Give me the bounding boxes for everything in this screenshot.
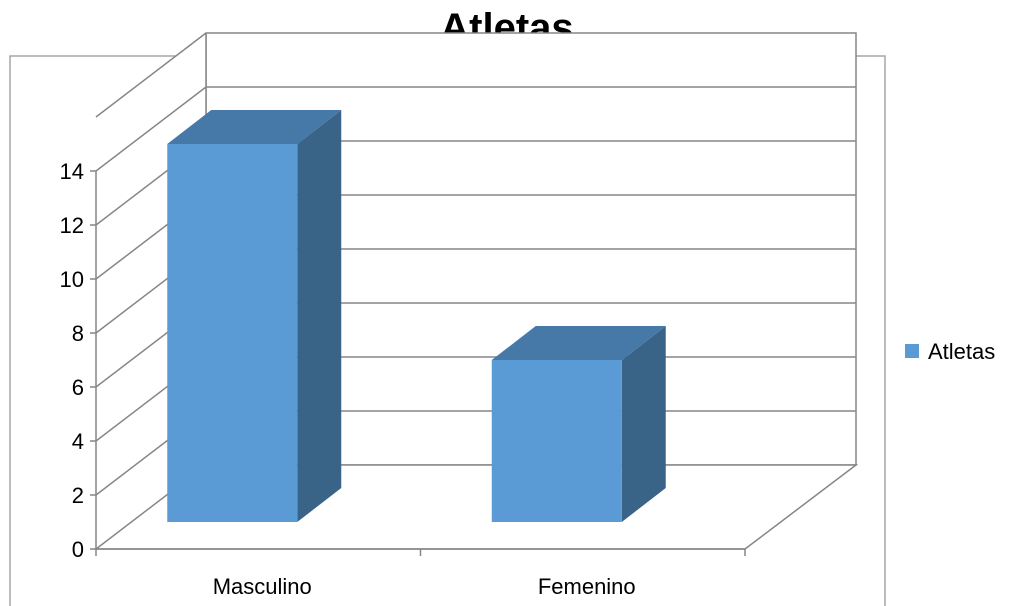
bar-femenino [491,326,666,522]
bar [491,360,622,522]
y-tick-label: 12 [60,213,84,238]
y-axis-ticks: 0 2 4 6 8 10 12 14 [60,159,96,562]
gridline-side [95,86,207,172]
bar-side [621,326,666,522]
y-tick-label: 6 [72,375,84,400]
y-tick-label: 0 [72,537,84,562]
x-tick-label: Femenino [538,574,636,599]
bar [167,144,298,522]
y-tick-label: 8 [72,321,84,346]
bar-top [167,110,342,144]
bar-masculino [167,110,342,522]
legend-label: Atletas [928,339,995,364]
y-tick-label: 4 [72,429,84,454]
bars [167,110,666,522]
gridline-side [95,32,207,118]
y-tick-label: 14 [60,159,84,184]
x-axis-labels: Masculino Femenino [213,574,636,599]
legend-swatch [905,344,919,358]
bar-side [297,110,342,522]
bar-top [491,326,666,360]
y-tick-label: 10 [60,267,84,292]
y-tick-label: 2 [72,483,84,508]
x-tick-label: Masculino [213,574,312,599]
legend: Atletas [905,339,995,364]
